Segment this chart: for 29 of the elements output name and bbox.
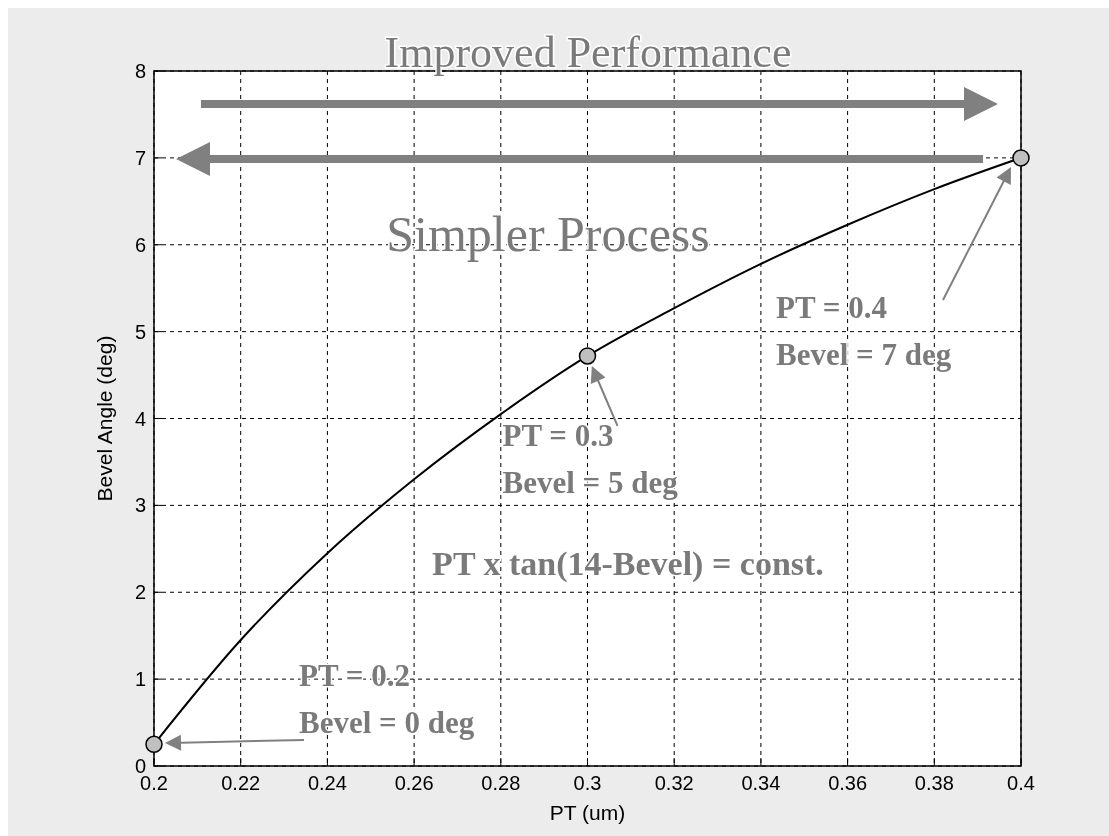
y-tick-label: 6	[134, 233, 146, 256]
x-tick-label: 0.32	[654, 772, 694, 794]
x-tick-label: 0.38	[914, 772, 954, 794]
y-tick-label: 4	[134, 407, 146, 430]
annotation: Improved Performance	[384, 28, 792, 78]
annotation: PT = 0.2 Bevel = 0 deg	[299, 658, 475, 740]
annotation: Simpler Process	[386, 205, 710, 262]
y-tick-label: 7	[134, 146, 146, 169]
x-tick-label: 0.4	[1007, 772, 1035, 794]
y-tick-label: 3	[134, 494, 146, 517]
x-tick-label: 0.36	[828, 772, 868, 794]
x-tick-label: 0.22	[221, 772, 261, 794]
y-tick-label: 2	[134, 581, 146, 604]
x-tick-label: 0.34	[741, 772, 781, 794]
point	[1012, 149, 1030, 167]
x-tick-label: 0.24	[307, 772, 347, 794]
y-tick-label: 5	[134, 320, 146, 343]
x-axis-title: PT (um)	[549, 801, 626, 824]
annotation: PT = 0.4 Bevel = 7 deg	[776, 290, 952, 372]
x-tick-label: 0.3	[573, 772, 602, 794]
x-tick-label: 0.26	[394, 772, 434, 794]
annotation: PT x tan(14-Bevel) = const.	[432, 544, 824, 583]
y-axis-title: Bevel Angle (deg)	[93, 335, 116, 502]
point	[145, 735, 163, 754]
y-tick-label: 8	[134, 60, 146, 82]
x-tick-label: 0.28	[481, 772, 521, 794]
y-tick-label: 1	[134, 668, 146, 691]
annotation: PT = 0.3 Bevel = 5 deg	[502, 417, 679, 500]
point	[578, 347, 597, 365]
